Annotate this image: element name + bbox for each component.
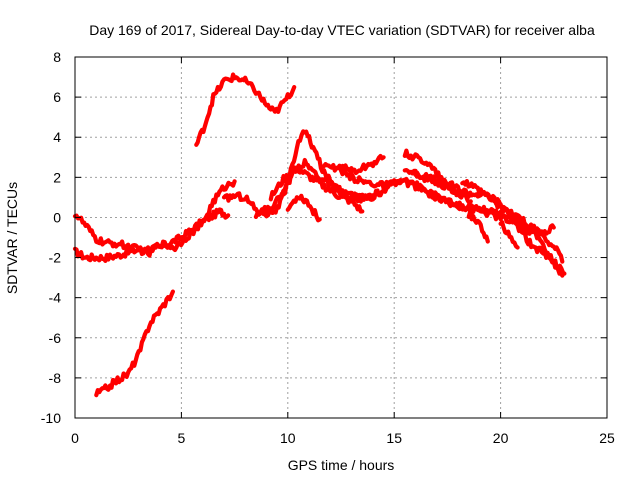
x-tick-label: 10 bbox=[280, 430, 296, 446]
x-tick-label: 20 bbox=[493, 430, 509, 446]
series-arc-15 bbox=[466, 209, 490, 244]
y-tick-label: 0 bbox=[53, 209, 61, 225]
series-arc-13 bbox=[413, 170, 473, 205]
series-arc-2 bbox=[72, 179, 237, 258]
series-arc-3 bbox=[94, 289, 175, 398]
series-arc-14 bbox=[466, 203, 565, 278]
series-arc-10 bbox=[338, 168, 546, 238]
x-tick-label: 25 bbox=[599, 430, 615, 446]
y-tick-label: -8 bbox=[49, 370, 62, 386]
x-tick-label: 5 bbox=[178, 430, 186, 446]
chart-title: Day 169 of 2017, Sidereal Day-to-day VTE… bbox=[89, 22, 595, 38]
plot-frame bbox=[74, 56, 608, 419]
x-tick-label: 0 bbox=[71, 430, 79, 446]
series-arc-16 bbox=[460, 179, 565, 264]
series-arc-8 bbox=[285, 193, 322, 223]
series-arc-4 bbox=[194, 72, 297, 147]
y-tick-label: -10 bbox=[41, 410, 61, 426]
y-tick-label: 6 bbox=[53, 89, 61, 105]
x-axis-label: GPS time / hours bbox=[288, 457, 395, 473]
data-series-group bbox=[72, 72, 567, 398]
series-arc-9 bbox=[321, 153, 386, 176]
y-tick-label: -4 bbox=[49, 290, 62, 306]
y-tick-label: -6 bbox=[49, 330, 62, 346]
series-arc-17 bbox=[498, 220, 520, 250]
axis-ticks: 0 5 10 15 20 25 -10 -8 -6 -4 -2 0 2 4 6 8 bbox=[41, 49, 615, 446]
x-tick-label: 15 bbox=[386, 430, 402, 446]
series-arc-18 bbox=[519, 223, 556, 237]
grid-lines bbox=[75, 57, 607, 418]
series-arc-7 bbox=[268, 165, 365, 214]
y-tick-label: 8 bbox=[53, 49, 61, 65]
y-tick-label: 2 bbox=[53, 169, 61, 185]
y-axis-label: SDTVAR / TECUs bbox=[4, 182, 20, 294]
y-tick-label: 4 bbox=[53, 129, 61, 145]
y-tick-label: -2 bbox=[49, 250, 62, 266]
